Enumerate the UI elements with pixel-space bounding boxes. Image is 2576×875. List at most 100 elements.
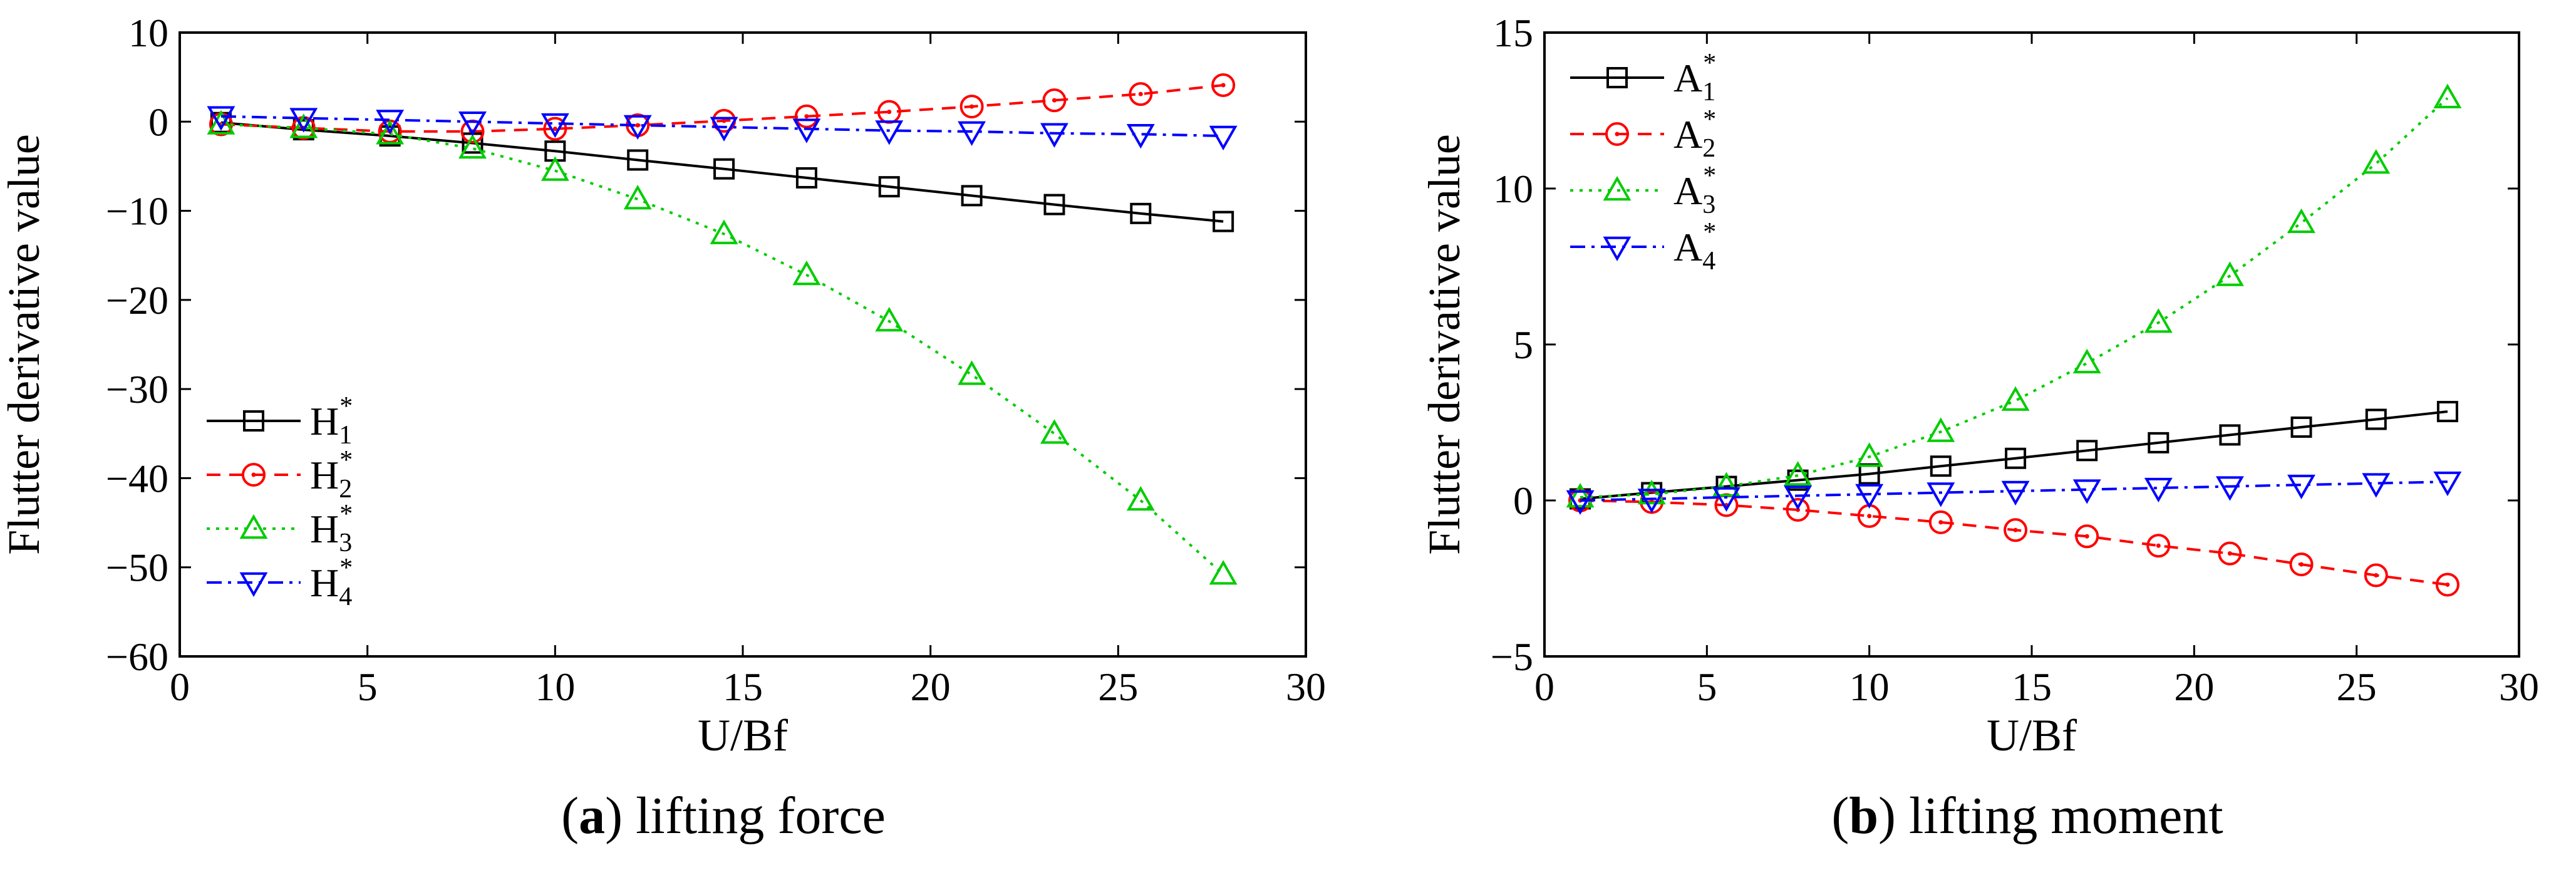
series-line-H4	[220, 115, 1224, 138]
data-point-A1-8	[2148, 432, 2170, 453]
series-A2	[1568, 489, 2460, 597]
data-point-A3-3	[1784, 461, 1813, 486]
data-point-H2-12	[1211, 73, 1236, 97]
y-tick-label-a-1: 0	[148, 100, 168, 144]
data-point-H2-7	[794, 104, 819, 128]
data-point-A2-11	[2364, 563, 2388, 588]
data-point-H4-5	[623, 115, 652, 140]
y-tick-label-b-0: 15	[1493, 11, 1533, 55]
legend-label-A4: A4*	[1673, 218, 1716, 276]
x-tick-label-a-3: 15	[723, 665, 763, 709]
data-point-H4-6	[710, 116, 738, 142]
data-point-H1-5	[627, 149, 649, 171]
data-point-A2-8	[2146, 534, 2171, 558]
legend-sup-H2: *	[339, 446, 353, 475]
data-point-A4-7	[2072, 479, 2101, 504]
data-point-A2-7	[2075, 524, 2099, 549]
legend-item-A4: A4*	[1570, 218, 1716, 276]
legend-marker-H1	[243, 410, 264, 432]
x-axis-title-b: U/Bf	[1987, 710, 2077, 760]
y-tick-label-a-3: −20	[106, 278, 168, 323]
data-point-H1-6	[713, 158, 735, 180]
legend-base-H2: H	[310, 453, 339, 497]
data-point-H4-11	[1126, 123, 1155, 149]
data-point-A1-12	[2436, 401, 2458, 423]
data-point-H4-9	[958, 121, 986, 146]
y-axis-title-a: Flutter derivative value	[0, 134, 49, 555]
data-point-H3-8	[875, 306, 904, 332]
x-tick-label-b-0: 0	[1534, 665, 1554, 709]
legend-label-A2: A2*	[1673, 105, 1716, 163]
legend-label-H4: H4*	[310, 554, 353, 611]
series-A4	[1566, 471, 2462, 515]
legend-item-A1: A1*	[1570, 49, 1716, 106]
data-point-H2-11	[1129, 82, 1153, 106]
series-line-H2	[220, 83, 1224, 133]
legend-base-H1: H	[310, 399, 339, 443]
data-point-H2-10-dot	[1052, 98, 1057, 103]
data-point-A3-11	[2362, 149, 2391, 174]
data-point-H3-0	[207, 110, 235, 135]
data-point-H4-3	[458, 111, 487, 137]
data-point-A3-1	[1637, 480, 1666, 505]
data-point-A4-3	[1784, 485, 1813, 510]
legend-sub-H4: 4	[339, 582, 352, 611]
series-line-H3	[220, 123, 1224, 576]
caption-a: (a) lifting force	[561, 787, 886, 845]
data-point-H3-4	[541, 156, 569, 181]
legend-sub-H1: 1	[339, 421, 352, 450]
data-point-H1-11	[1130, 202, 1152, 224]
data-point-H4-0	[207, 106, 235, 131]
legend-item-A2: A2*	[1570, 105, 1716, 163]
data-point-H2-4-ring	[543, 116, 567, 141]
x-tick-label-b-4: 20	[2174, 665, 2214, 709]
data-point-H2-5-dot	[635, 123, 640, 128]
data-point-A1-10	[2290, 416, 2312, 438]
data-point-A2-6	[2004, 518, 2028, 542]
data-point-A2-10-dot	[2299, 562, 2304, 567]
y-tick-label-a-5: −40	[106, 456, 168, 500]
data-point-H1-9	[961, 185, 983, 207]
legend-label-H2: H2*	[310, 446, 353, 504]
series-A3	[1566, 83, 2462, 508]
legend-sup-A1: *	[1703, 49, 1716, 78]
legend-marker-H2-dot	[251, 472, 256, 477]
legend-item-H3: H3*	[207, 500, 353, 557]
data-point-A3-10	[2287, 208, 2315, 234]
data-point-H1-12	[1213, 210, 1234, 232]
data-point-H4-12	[1209, 125, 1238, 151]
data-point-A2-6-dot	[2013, 527, 2018, 532]
data-point-A3-4	[1855, 442, 1884, 467]
data-point-A3-12	[2433, 83, 2462, 108]
legend-sub-H2: 2	[339, 475, 352, 504]
x-tick-label-a-2: 10	[535, 665, 575, 709]
data-point-A3-9	[2215, 261, 2244, 286]
caption-close-paren-a: )	[605, 787, 623, 845]
data-point-H4-2	[376, 110, 405, 135]
legend-item-H2: H2*	[207, 446, 353, 504]
y-tick-label-a-0: 10	[128, 11, 168, 55]
y-tick-label-b-3: 0	[1513, 479, 1533, 523]
data-point-H4-8	[875, 120, 904, 145]
data-point-H2-4	[543, 116, 567, 141]
data-point-H2-7-ring	[794, 104, 819, 128]
legend-marker-H4	[239, 572, 268, 598]
series-line-A2	[1580, 499, 2448, 586]
caption-b: (b) lifting moment	[1831, 787, 2223, 845]
data-point-A2-10	[2289, 552, 2314, 577]
legend-marker-H3	[239, 514, 268, 539]
legend-item-A3: A3*	[1570, 162, 1716, 219]
data-point-A3-8	[2144, 308, 2173, 333]
legend-label-A3: A3*	[1673, 162, 1716, 219]
data-point-H2-12-dot	[1221, 83, 1226, 88]
x-tick-label-a-4: 20	[911, 665, 951, 709]
data-point-H3-12	[1209, 560, 1238, 585]
caption-letter-a: a	[579, 787, 605, 845]
data-point-H2-6-dot	[722, 118, 727, 123]
series-line-A4	[1580, 480, 2448, 502]
x-tick-label-a-6: 30	[1286, 665, 1326, 709]
data-point-A2-10-ring	[2289, 552, 2314, 577]
panel-a-lifting-force: 0 5 10 15 20 25 30 10 0 −10 −20 −30 −40 −50 −60 U/Bf Flu…	[0, 11, 1326, 845]
x-tick-label-a-5: 25	[1098, 665, 1138, 709]
